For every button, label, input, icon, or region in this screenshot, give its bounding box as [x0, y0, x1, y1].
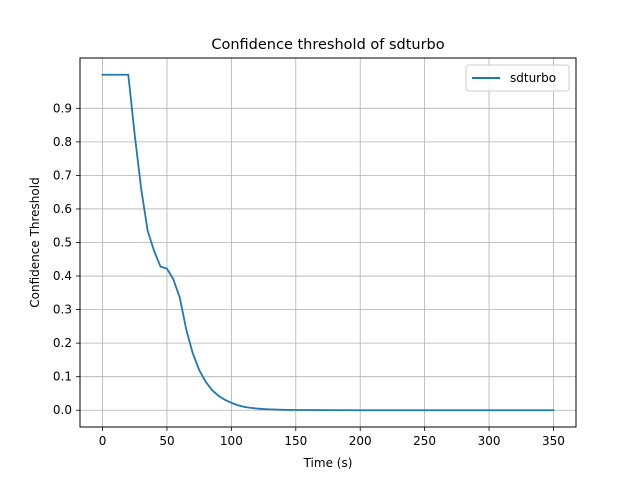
x-tick-label: 200	[349, 434, 372, 448]
legend-label-sdturbo: sdturbo	[510, 71, 556, 85]
y-tick-label: 0.9	[53, 101, 72, 115]
x-tick-label: 0	[99, 434, 107, 448]
y-tick-label: 0.0	[53, 403, 72, 417]
series-layer	[101, 73, 555, 412]
legend-box	[465, 64, 570, 92]
y-tick-label: 0.1	[53, 370, 72, 384]
x-tick-label: 350	[542, 434, 565, 448]
chart-title: Confidence threshold of sdturbo	[211, 37, 444, 53]
y-tick-label: 0.8	[53, 135, 72, 149]
x-tick-label: 50	[159, 434, 174, 448]
x-tick-label: 300	[478, 434, 501, 448]
x-axis-label: Time (s)	[303, 456, 353, 470]
tick-layer: 0 50 100 150 200 250 300 350 0.0 0.1 0.2 0.3 0.4 0.5 0…	[53, 101, 565, 448]
y-tick-label: 0.3	[53, 303, 72, 317]
y-tick-label: 0.5	[53, 236, 72, 250]
x-tick-label: 150	[284, 434, 307, 448]
y-axis-label: Confidence Threshold	[28, 177, 42, 307]
series-line-sdturbo	[101, 73, 555, 412]
y-tick-label: 0.7	[53, 168, 72, 182]
grid-layer	[80, 58, 576, 427]
x-tick-label: 250	[413, 434, 436, 448]
legend: sdturbo	[465, 64, 570, 92]
y-tick-label: 0.2	[53, 336, 72, 350]
x-tick-label: 100	[220, 434, 243, 448]
y-tick-label: 0.4	[53, 269, 72, 283]
y-tick-label: 0.6	[53, 202, 72, 216]
